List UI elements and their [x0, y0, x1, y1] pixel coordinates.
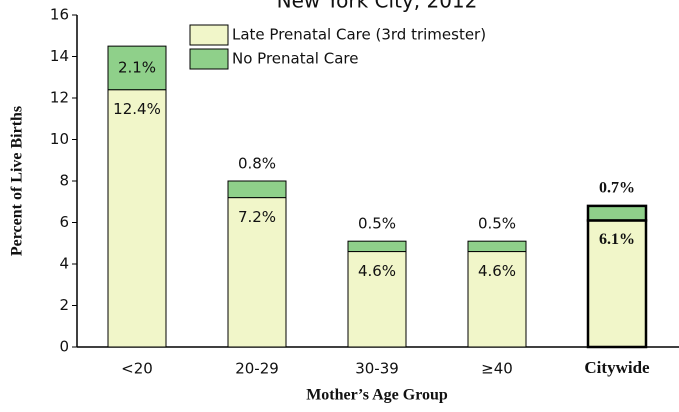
- y-tick-label: 6: [59, 213, 69, 231]
- y-tick-label: 10: [50, 130, 69, 148]
- value-label: 12.4%: [113, 100, 161, 118]
- value-label: 6.1%: [599, 231, 635, 248]
- value-label: 4.6%: [358, 262, 396, 280]
- bar-segment: [347, 240, 407, 253]
- value-label: 2.1%: [118, 58, 156, 76]
- x-tick-label: Citywide: [584, 358, 650, 377]
- bar-segment: [467, 251, 527, 348]
- y-axis-title: Percent of Live Births: [9, 106, 26, 256]
- y-tick-label: 8: [59, 172, 69, 190]
- bar-segment: [586, 204, 648, 222]
- x-axis-title: Mother’s Age Group: [306, 387, 448, 404]
- bar-segment: [107, 45, 167, 91]
- legend-swatch: [189, 48, 229, 70]
- bar-segment: [347, 251, 407, 348]
- x-tick-label: 30-39: [355, 360, 399, 378]
- legend-label: No Prenatal Care: [232, 50, 358, 68]
- value-label: 7.2%: [238, 208, 276, 226]
- bar-segment: [227, 180, 287, 199]
- x-tick-label: ≥40: [481, 360, 513, 378]
- x-tick-label: 20-29: [235, 360, 279, 378]
- legend-swatch: [189, 24, 229, 46]
- value-label: 0.8%: [238, 155, 276, 173]
- legend-label: Late Prenatal Care (3rd trimester): [232, 26, 486, 44]
- y-tick-label: 4: [59, 255, 69, 273]
- bar-segment: [227, 197, 287, 348]
- x-tick-label: <20: [121, 360, 153, 378]
- y-tick-label: 14: [50, 47, 69, 65]
- y-tick-label: 16: [50, 6, 69, 24]
- bar-segment: [586, 219, 648, 349]
- value-label: 0.7%: [599, 180, 635, 197]
- y-tick-label: 0: [59, 338, 69, 356]
- bar-segment: [467, 240, 527, 253]
- value-label: 0.5%: [478, 215, 516, 233]
- y-tick-label: 12: [50, 89, 69, 107]
- y-tick-label: 2: [59, 296, 69, 314]
- chart-title: New York City, 2012: [277, 0, 478, 13]
- value-label: 0.5%: [358, 215, 396, 233]
- value-label: 4.6%: [478, 262, 516, 280]
- bar-segment: [107, 89, 167, 348]
